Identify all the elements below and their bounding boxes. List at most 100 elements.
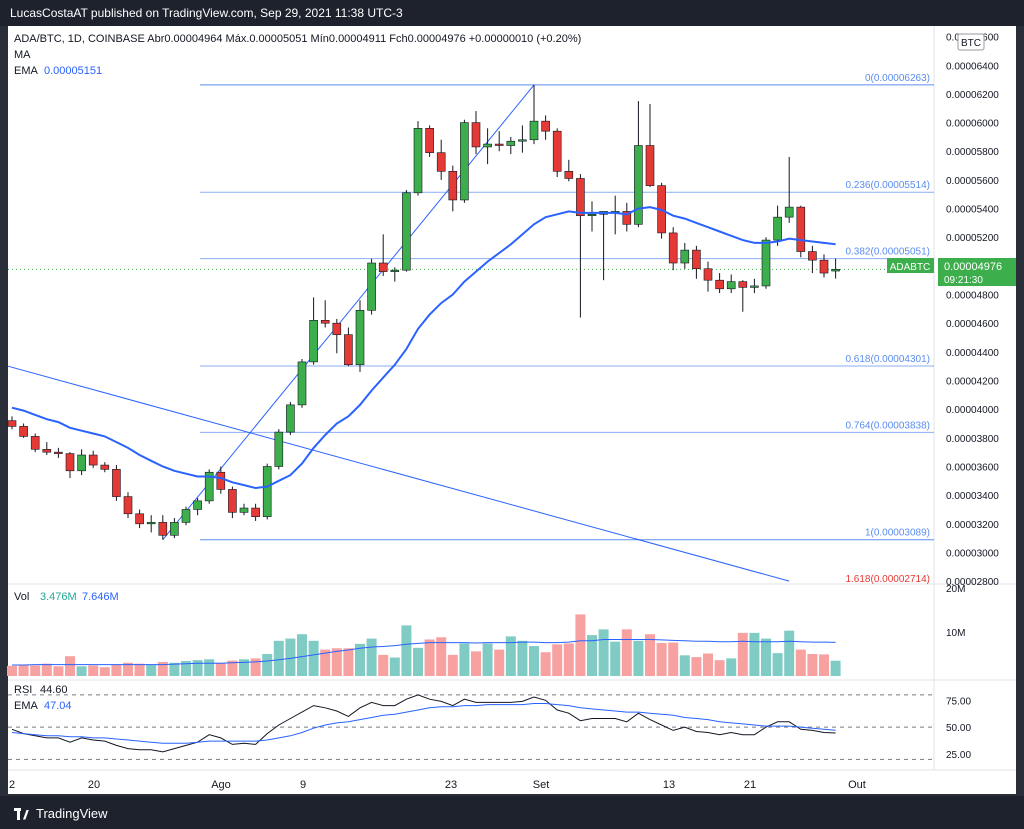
candle-body[interactable] xyxy=(228,489,237,513)
candle-body[interactable] xyxy=(668,232,678,264)
candle-body[interactable] xyxy=(402,192,411,271)
volume-bar xyxy=(250,658,261,676)
volume-legend-label: Vol xyxy=(14,591,29,603)
tradingview-logo[interactable]: TradingView xyxy=(14,806,108,821)
candle-body[interactable] xyxy=(19,426,28,437)
candle-body[interactable] xyxy=(529,120,539,141)
candle-body[interactable] xyxy=(518,139,527,142)
volume-bar xyxy=(413,647,423,676)
candle-body[interactable] xyxy=(251,507,260,517)
candle-body[interactable] xyxy=(738,281,748,288)
candle-body[interactable] xyxy=(808,251,817,261)
currency-badge[interactable] xyxy=(957,33,985,51)
candle-body[interactable] xyxy=(703,268,713,281)
trendline[interactable] xyxy=(7,365,790,582)
candle-body[interactable] xyxy=(773,216,782,241)
candle-body[interactable] xyxy=(378,262,388,272)
candle-body[interactable] xyxy=(634,145,643,225)
candle-body[interactable] xyxy=(112,469,121,497)
price-tick-label: 0.00005400 xyxy=(946,205,999,216)
candle-body[interactable] xyxy=(77,454,86,472)
candle-body[interactable] xyxy=(262,466,272,517)
candle-body[interactable] xyxy=(239,507,249,513)
ema-line[interactable] xyxy=(11,206,836,490)
volume-bar xyxy=(830,660,841,676)
candle-body[interactable] xyxy=(552,130,562,172)
candle-body[interactable] xyxy=(448,170,458,201)
candle-body[interactable] xyxy=(88,454,98,466)
candle-body[interactable] xyxy=(436,152,446,172)
candle-body[interactable] xyxy=(819,259,829,274)
volume-bar xyxy=(633,640,644,676)
candle-body[interactable] xyxy=(796,206,806,252)
volume-bar xyxy=(297,634,307,676)
candle-body[interactable] xyxy=(170,522,179,536)
candle-body[interactable] xyxy=(564,170,574,179)
volume-bar xyxy=(598,629,609,676)
price-tag-countdown: 09:21:30 xyxy=(944,275,983,286)
candle-body[interactable] xyxy=(425,128,434,153)
candle-body[interactable] xyxy=(297,361,307,406)
candle-body[interactable] xyxy=(413,128,423,194)
candle-body[interactable] xyxy=(7,420,17,427)
fib-level-label: 0.618(0.00004301) xyxy=(845,354,930,365)
price-tick-label: 0.00005600 xyxy=(946,176,999,187)
candle-body[interactable] xyxy=(680,249,690,264)
candle-body[interactable] xyxy=(541,120,550,132)
candle-body[interactable] xyxy=(309,320,318,363)
candle-body[interactable] xyxy=(123,496,133,515)
price-tag xyxy=(938,258,1016,286)
candle-body[interactable] xyxy=(286,404,295,433)
candle-body[interactable] xyxy=(158,522,168,536)
candle-body[interactable] xyxy=(587,213,597,217)
candle-body[interactable] xyxy=(355,309,365,366)
candle-body[interactable] xyxy=(471,122,481,148)
candle-body[interactable] xyxy=(460,122,469,201)
symbol-legend: ADA/BTC, 1D, COINBASE Abr0.00004964 Máx.… xyxy=(14,33,581,45)
candle-body[interactable] xyxy=(506,140,516,146)
candle-body[interactable] xyxy=(100,464,110,470)
candle-body[interactable] xyxy=(54,451,63,454)
volume-bar xyxy=(320,649,331,676)
rsi-tick-label: 75.00 xyxy=(946,696,971,707)
candle-body[interactable] xyxy=(576,178,585,217)
candle-body[interactable] xyxy=(726,281,736,290)
candle-body[interactable] xyxy=(645,145,655,186)
candle-body[interactable] xyxy=(181,509,191,523)
candle-body[interactable] xyxy=(367,262,376,311)
candle-body[interactable] xyxy=(320,320,330,324)
price-tick-label: 0.00004800 xyxy=(946,291,999,302)
candle-body[interactable] xyxy=(692,249,701,270)
candle-body[interactable] xyxy=(42,448,52,453)
volume-ma-line xyxy=(12,639,836,666)
candle-body[interactable] xyxy=(483,143,492,148)
price-tick-label: 0.00003600 xyxy=(946,462,999,473)
rsi-line[interactable] xyxy=(11,694,836,753)
candle-body[interactable] xyxy=(193,500,202,510)
candle-body[interactable] xyxy=(332,322,342,335)
candle-body[interactable] xyxy=(344,334,353,366)
volume-bar xyxy=(679,655,690,676)
candle-body[interactable] xyxy=(831,269,840,272)
candle-body[interactable] xyxy=(622,211,632,225)
candle-body[interactable] xyxy=(146,522,156,525)
candle-body[interactable] xyxy=(204,471,214,502)
candle-body[interactable] xyxy=(750,285,759,288)
candle-body[interactable] xyxy=(216,471,226,490)
candle-body[interactable] xyxy=(65,453,75,472)
publish-header: LucasCostaAT published on TradingView.co… xyxy=(0,0,1024,26)
candle-body[interactable] xyxy=(390,269,400,272)
volume-legend-value1: 3.476M xyxy=(40,591,77,603)
candle-body[interactable] xyxy=(494,143,504,146)
candle-body[interactable] xyxy=(30,436,40,450)
candle-body[interactable] xyxy=(761,239,771,287)
candle-body[interactable] xyxy=(135,513,144,525)
candle-body[interactable] xyxy=(784,206,794,218)
time-tick-label: 2 xyxy=(9,779,15,791)
volume-tick-label: 10M xyxy=(946,628,965,639)
trendline[interactable] xyxy=(162,84,535,541)
candle-body[interactable] xyxy=(715,279,724,290)
volume-bar xyxy=(471,651,481,676)
candle-body[interactable] xyxy=(274,431,284,467)
